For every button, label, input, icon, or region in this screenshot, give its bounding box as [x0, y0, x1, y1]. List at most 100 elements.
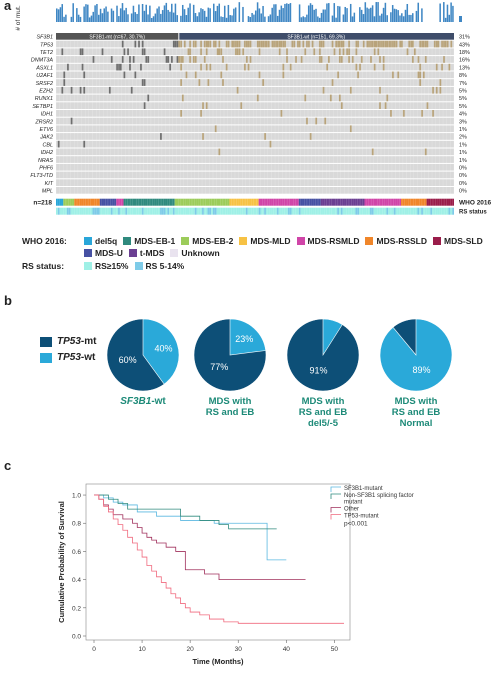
rs-cell	[119, 207, 122, 215]
who-legend-swatch	[84, 237, 92, 245]
mutation-cell	[419, 71, 422, 79]
rs-cell	[88, 207, 91, 215]
rs-cell	[207, 207, 210, 215]
x-tick-label: 30	[235, 646, 243, 653]
mutation-cell	[311, 40, 314, 48]
who-cell	[178, 198, 181, 206]
who-cell	[408, 198, 411, 206]
y-tick-label: 1.0	[72, 493, 81, 500]
who-cell	[63, 198, 66, 206]
mutation-cell	[280, 110, 283, 117]
mutation-count-bar	[158, 6, 160, 22]
mutation-count-bar	[446, 4, 449, 22]
who-cell	[333, 198, 336, 206]
mutation-count-bar	[459, 16, 462, 22]
mutation-count-bar	[223, 5, 226, 22]
mutation-cell	[101, 48, 104, 56]
who-cell	[364, 198, 367, 206]
who-cell	[295, 198, 297, 206]
sf3b1-mt-band	[56, 33, 179, 40]
rs-cell	[419, 207, 422, 215]
mutation-count-bar	[183, 9, 186, 22]
who-cell	[371, 198, 374, 206]
rs-cell	[141, 207, 144, 215]
pie-caption-line: del5/-5	[307, 418, 339, 429]
pie-slice-tp53-wt	[322, 318, 343, 357]
rs-cell	[118, 207, 120, 215]
rs-cell	[165, 207, 168, 215]
mutation-cell	[216, 48, 219, 56]
mutation-count-bar	[214, 11, 217, 22]
gene-label: IDH1	[41, 112, 53, 118]
mutation-count-bar	[390, 12, 392, 22]
rs-cell	[233, 207, 235, 215]
mutation-cell	[220, 71, 223, 79]
x-tick-label: 0	[92, 646, 96, 653]
gene-percent: 13%	[459, 65, 470, 71]
who-cell	[287, 198, 290, 206]
rs-cell	[333, 207, 336, 215]
panel-c-letter: c	[4, 458, 12, 473]
mutation-cell	[402, 110, 405, 117]
rs-cell	[410, 207, 413, 215]
legend-label: SF3B1-mutant	[344, 486, 383, 492]
mutation-count-bar	[371, 5, 374, 22]
who-cell	[353, 198, 356, 206]
rs-cell	[79, 207, 82, 215]
mutation-cell	[318, 56, 321, 63]
mutation-cell	[244, 40, 246, 48]
gene-label: TET2	[40, 50, 53, 56]
mutation-cell	[340, 40, 343, 48]
mutation-cell	[258, 71, 261, 79]
mutation-count-bar	[282, 8, 284, 22]
mutation-count-bar	[134, 12, 137, 22]
who-cell	[229, 198, 232, 206]
mutation-count-bar	[278, 9, 281, 22]
mutation-cell	[390, 110, 392, 117]
who-cell	[322, 198, 325, 206]
mutation-count-bar	[83, 6, 85, 22]
mutation-count-bar	[112, 10, 115, 22]
mutation-count-bar	[59, 7, 62, 22]
mutation-count-bar	[145, 4, 147, 22]
mutation-cell	[247, 63, 250, 71]
who-cell	[74, 198, 77, 206]
rs-cell	[149, 207, 151, 215]
mutation-cell	[318, 48, 321, 56]
mutation-cell	[410, 40, 413, 48]
gene-percent: 18%	[459, 50, 470, 56]
mutation-cell	[139, 63, 142, 71]
who-cell	[304, 198, 307, 206]
mutation-cell	[256, 40, 259, 48]
rs-cell	[56, 207, 58, 215]
mutation-cell	[57, 140, 60, 148]
who-cell	[282, 198, 285, 206]
who-cell	[253, 198, 255, 206]
rs-cell	[382, 207, 385, 215]
mutation-count-bar	[326, 3, 328, 22]
who-cell	[357, 198, 360, 206]
rs-cell	[435, 207, 438, 215]
rs-cell	[353, 207, 356, 215]
mutation-count-bar	[130, 13, 133, 22]
rs-cell	[90, 207, 93, 215]
mutation-cell	[205, 48, 208, 56]
rs-cell	[72, 207, 75, 215]
who-cell	[57, 198, 60, 206]
who-cell	[421, 198, 423, 206]
mutation-count-bar	[227, 4, 230, 22]
mutation-cell	[123, 48, 126, 56]
mutation-count-bar	[209, 8, 211, 22]
rs-cell	[417, 207, 420, 215]
mutation-cell	[130, 86, 133, 94]
rs-cell	[329, 207, 332, 215]
mutation-cell	[118, 63, 120, 71]
who-cell	[306, 198, 308, 206]
who-cell	[346, 198, 349, 206]
mutation-cell	[331, 40, 334, 48]
mutation-count-bar	[216, 5, 219, 22]
who-cell	[70, 198, 73, 206]
mutation-cell	[160, 133, 162, 140]
mutation-count-bar	[286, 3, 288, 22]
who-legend-label: MDS-RSSLD	[376, 236, 428, 246]
